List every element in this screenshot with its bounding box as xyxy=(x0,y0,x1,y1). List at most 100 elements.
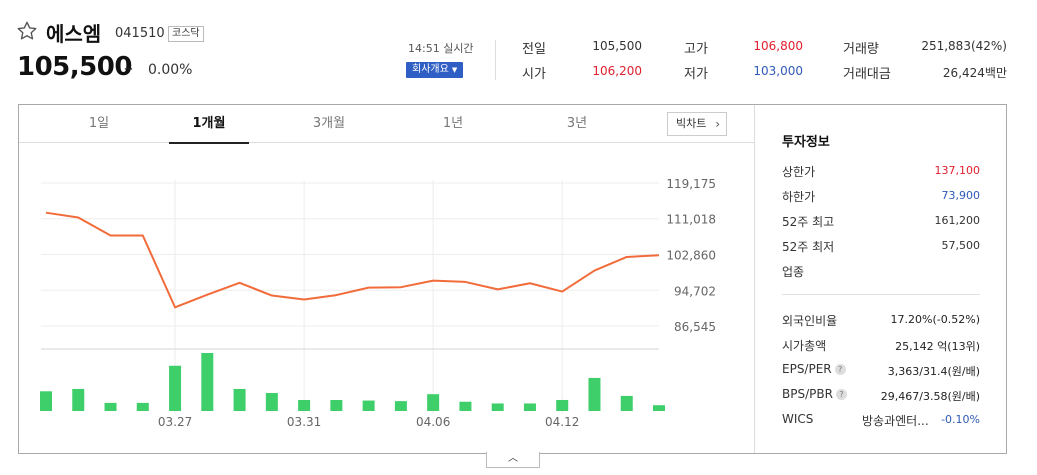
volume-bar xyxy=(72,388,85,411)
volume-bar xyxy=(459,401,472,411)
invest-label-52w-low: 52주 최저 xyxy=(782,240,835,254)
invest-label-bps-pbr: BPS/PBR? xyxy=(782,387,847,401)
quote-value-prev: 105,500 xyxy=(592,39,642,53)
volume-bar xyxy=(394,401,407,411)
wics-sector-link[interactable]: 방송과엔터... xyxy=(862,414,929,428)
volume-bar xyxy=(136,402,149,411)
market-cap-rank: 억(13위) xyxy=(937,340,980,353)
invest-value-lower-limit: 73,900 xyxy=(941,189,981,202)
volume-bar xyxy=(491,403,504,411)
y-tick-label: 119,175 xyxy=(666,177,716,191)
volume-bar xyxy=(523,403,536,411)
invest-value-foreign-ratio: 17.20%(-0.52%) xyxy=(860,313,980,326)
volume-bar xyxy=(362,400,375,411)
volume-bar xyxy=(104,402,117,411)
invest-separator xyxy=(782,294,980,295)
invest-value-eps-per: 3,363/31.4(원/배) xyxy=(850,363,980,379)
invest-value-market-cap: 25,142 억(13위) xyxy=(860,338,980,354)
quote-value-amount: 26,424백만 xyxy=(942,66,1007,80)
invest-label-sector: 업종 xyxy=(782,265,805,279)
foreign-ratio-value: 17.20% xyxy=(890,313,933,326)
market-cap-value: 25,142 xyxy=(895,340,934,353)
invest-label-eps-per: EPS/PER? xyxy=(782,362,846,376)
change-rate: 0.00% xyxy=(148,62,193,78)
quote-label-open: 시가 xyxy=(522,67,546,82)
volume-bar xyxy=(427,394,440,411)
x-tick-label: 04.06 xyxy=(416,415,450,429)
invest-label-52w-high: 52주 최고 xyxy=(782,215,835,229)
collapse-chart-button[interactable]: ︿ xyxy=(486,452,540,468)
change-indicator: – xyxy=(124,58,133,79)
chevron-right-icon: › xyxy=(715,117,720,131)
quote-label-prev: 전일 xyxy=(522,42,546,57)
realtime-time: 14:51 실시간 xyxy=(408,42,474,55)
header-divider xyxy=(495,40,496,80)
eps-per-unit: (원/배) xyxy=(947,365,980,378)
quote-label-volume: 거래량 xyxy=(843,42,879,57)
bps-pbr-label: BPS/PBR xyxy=(782,387,833,401)
help-icon[interactable]: ? xyxy=(835,389,847,400)
y-tick-label: 102,860 xyxy=(666,249,716,263)
invest-label-lower-limit: 하한가 xyxy=(782,190,816,204)
big-chart-button[interactable]: 빅차트 › xyxy=(667,112,727,136)
quote-value-volume: 251,883(42%) xyxy=(921,39,1007,53)
market-badge: 코스닥 xyxy=(168,26,204,42)
invest-info-title: 투자정보 xyxy=(782,135,830,150)
help-icon[interactable]: ? xyxy=(834,364,846,375)
chevron-up-icon: ︿ xyxy=(508,453,518,464)
x-tick-label: 03.31 xyxy=(287,415,321,429)
stock-name: 에스엠 xyxy=(46,22,102,46)
volume-bar xyxy=(588,377,601,411)
favorite-star-icon[interactable] xyxy=(16,20,38,42)
quote-label-low: 저가 xyxy=(684,67,708,82)
big-chart-label: 빅차트 xyxy=(676,117,707,130)
x-tick-label: 04.12 xyxy=(545,415,579,429)
price-chart[interactable]: 119,175 111,018 102,860 94,702 86,545 03.27 03… xyxy=(19,144,754,444)
volume-bar xyxy=(620,395,633,411)
eps-per-value: 3,363/31.4 xyxy=(887,365,948,378)
volume-bar xyxy=(265,393,278,411)
y-tick-label: 111,018 xyxy=(666,213,716,227)
quote-label-high: 고가 xyxy=(684,42,708,57)
invest-label-upper-limit: 상한가 xyxy=(782,165,816,179)
y-tick-label: 94,702 xyxy=(674,284,716,298)
tab-3year[interactable]: 3년 xyxy=(566,116,588,131)
caret-down-icon: ▼ xyxy=(451,66,458,74)
company-overview-label: 회사개요 xyxy=(412,64,449,75)
bps-pbr-value: 29,467/3.58 xyxy=(880,390,948,403)
company-overview-button[interactable]: 회사개요 ▼ xyxy=(406,62,464,78)
volume-bar xyxy=(169,365,182,411)
y-tick-label: 86,545 xyxy=(674,320,716,334)
volume-bar xyxy=(201,353,214,411)
bps-pbr-unit: (원/배) xyxy=(947,390,980,403)
tab-1day[interactable]: 1일 xyxy=(88,116,110,131)
x-tick-label: 03.27 xyxy=(158,415,192,429)
price-line xyxy=(45,211,660,309)
invest-label-market-cap: 시가총액 xyxy=(782,339,827,353)
tab-3month[interactable]: 3개월 xyxy=(312,116,346,131)
tab-1month[interactable]: 1개월 xyxy=(169,105,249,144)
quote-value-low: 103,000 xyxy=(753,64,803,78)
volume-bar xyxy=(556,399,569,411)
tab-1year[interactable]: 1년 xyxy=(442,116,464,131)
invest-value-bps-pbr: 29,467/3.58(원/배) xyxy=(850,388,980,404)
volume-bar xyxy=(330,399,343,411)
invest-label-wics: WICS xyxy=(782,412,814,426)
quote-label-amount: 거래대금 xyxy=(843,67,891,82)
eps-per-label: EPS/PER xyxy=(782,362,832,376)
panel-divider xyxy=(754,105,755,453)
period-tab-bar: 1일 1개월 3개월 1년 3년 xyxy=(19,105,754,144)
volume-bar xyxy=(40,391,52,411)
invest-value-52w-high: 161,200 xyxy=(934,214,981,227)
invest-value-52w-low: 57,500 xyxy=(941,239,981,252)
volume-bar xyxy=(233,388,246,411)
foreign-ratio-change: (-0.52%) xyxy=(932,313,981,326)
volume-bar xyxy=(653,405,665,411)
quote-value-high: 106,800 xyxy=(753,39,803,53)
wics-change: -0.10% xyxy=(941,413,980,426)
current-price: 105,500 xyxy=(17,52,132,82)
stock-code: 041510 xyxy=(115,26,165,41)
quote-value-open: 106,200 xyxy=(592,64,642,78)
invest-label-foreign-ratio: 외국인비율 xyxy=(782,314,838,328)
invest-value-upper-limit: 137,100 xyxy=(934,164,981,177)
